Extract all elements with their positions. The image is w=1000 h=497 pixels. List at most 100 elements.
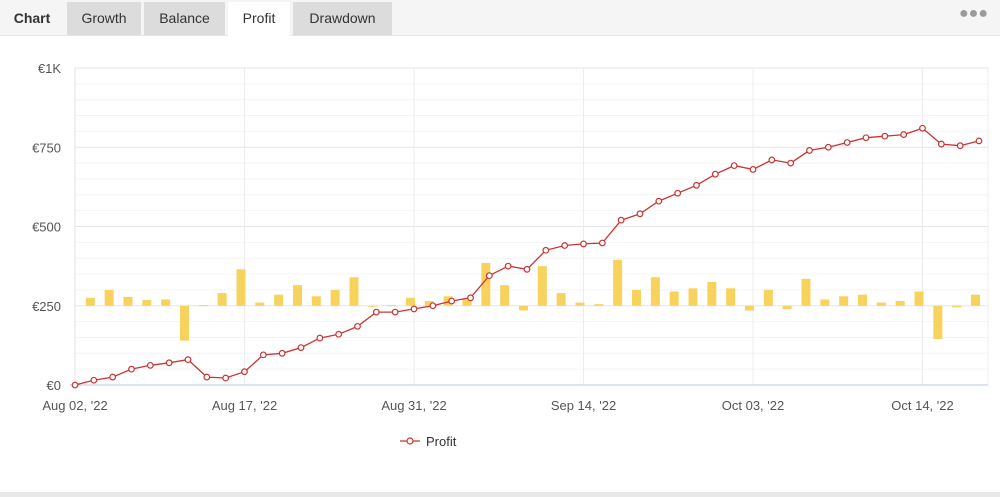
- tab-growth[interactable]: Growth: [67, 2, 141, 35]
- profit-point: [504, 262, 512, 270]
- bar-mark: [519, 305, 528, 311]
- profit-point: [862, 134, 870, 142]
- profit-point: [824, 143, 832, 151]
- profit-point: [316, 334, 324, 342]
- chart-title-tab: Chart: [13, 10, 51, 26]
- profit-point: [580, 240, 587, 248]
- bar-mark: [801, 278, 811, 306]
- label-layer: €0 €250 €500 €750 €1K Aug 02, '22 Aug 17, '22 A…: [32, 61, 954, 413]
- profit-chart: €0 €250 €500 €750 €1K Aug 02, '22 Aug 17, '22 A…: [32, 61, 989, 449]
- profit-point: [128, 365, 135, 373]
- profit-point: [429, 302, 437, 310]
- profit-point: [203, 373, 211, 381]
- bar-mark: [180, 305, 189, 341]
- tab-bar: Chart Growth Balance Profit Drawdown ●●●: [0, 0, 1000, 37]
- profit-point: [391, 308, 399, 316]
- profit-point: [975, 137, 983, 145]
- bar-mark: [876, 302, 886, 306]
- profit-point: [956, 142, 964, 150]
- profit-point: [674, 189, 682, 197]
- profit-point: [937, 140, 945, 148]
- bar-mark: [274, 294, 284, 306]
- bar-mark: [406, 297, 415, 306]
- tab-balance[interactable]: Balance: [144, 2, 225, 35]
- profit-point: [542, 246, 550, 254]
- bar-mark: [688, 288, 698, 306]
- profit-point: [71, 381, 79, 389]
- bar-mark: [895, 300, 905, 306]
- bar-mark: [142, 300, 152, 306]
- x-tick-label: Aug 31, '22: [381, 398, 446, 413]
- bar-mark: [933, 305, 943, 340]
- bar-mark: [613, 259, 623, 306]
- profit-point: [335, 330, 343, 338]
- bar-mark: [85, 297, 95, 306]
- tab-drawdown[interactable]: Drawdown: [293, 2, 392, 35]
- profit-point: [109, 373, 117, 381]
- y-tick-label: €500: [32, 220, 61, 235]
- bar-mark: [782, 305, 792, 309]
- profit-point: [693, 181, 700, 189]
- bar-mark: [198, 305, 208, 307]
- profit-point: [259, 351, 267, 359]
- profit-point: [90, 376, 98, 384]
- profit-point: [523, 265, 531, 273]
- bar-mark: [820, 299, 830, 306]
- profit-point: [730, 162, 738, 170]
- x-tick-label: Oct 14, '22: [891, 398, 953, 413]
- more-dots-icon[interactable]: ●●●: [959, 5, 988, 22]
- y-tick-label: €750: [32, 140, 61, 155]
- profit-point: [372, 308, 380, 316]
- bar-mark: [368, 305, 378, 307]
- profit-point: [617, 216, 625, 224]
- profit-point: [297, 344, 305, 351]
- profit-point: [900, 131, 908, 138]
- bar-mark: [669, 291, 679, 306]
- y-tick-label: €0: [47, 378, 61, 393]
- bar-mark: [123, 296, 133, 306]
- bar-mark: [481, 262, 491, 306]
- bar-layer: [85, 259, 980, 341]
- grid-layer: [70, 67, 989, 386]
- bar-mark: [632, 289, 641, 306]
- profit-point: [655, 197, 663, 205]
- bar-mark: [255, 302, 265, 306]
- bar-mark: [594, 304, 604, 306]
- bar-mark: [217, 293, 227, 306]
- profit-series-line: [74, 127, 980, 386]
- y-tick-label: €1K: [38, 61, 61, 76]
- tab-profit[interactable]: Profit: [228, 2, 290, 37]
- bar-mark: [161, 299, 171, 306]
- profit-point: [448, 297, 456, 305]
- x-tick-label: Sep 14, '22: [551, 398, 616, 413]
- profit-point: [843, 139, 851, 146]
- bar-mark: [424, 300, 434, 306]
- bar-mark: [726, 288, 736, 306]
- legend[interactable]: Profit: [400, 434, 457, 449]
- x-tick-label: Aug 17, '22: [212, 398, 277, 413]
- bar-mark: [763, 289, 773, 306]
- profit-point: [598, 239, 606, 247]
- bar-mark: [443, 296, 453, 306]
- profit-point: [711, 170, 719, 178]
- bar-mark: [104, 289, 114, 306]
- profit-point: [806, 147, 813, 154]
- bar-mark: [707, 281, 717, 306]
- x-tick-label: Oct 03, '22: [722, 398, 784, 413]
- bar-mark: [293, 285, 302, 306]
- bar-mark: [745, 305, 754, 311]
- profit-point: [787, 159, 795, 167]
- bar-mark: [311, 296, 321, 306]
- profit-point: [561, 242, 569, 249]
- line-layer: [71, 124, 983, 389]
- bar-mark: [952, 305, 962, 308]
- profit-point: [768, 156, 776, 164]
- legend-label: Profit: [426, 434, 457, 449]
- bar-mark: [556, 293, 566, 306]
- bar-mark: [500, 285, 510, 306]
- profit-point: [881, 132, 889, 140]
- bar-mark: [971, 294, 980, 306]
- profit-point: [146, 361, 154, 369]
- panel-bottom-border: [0, 492, 1000, 497]
- profit-point: [636, 210, 644, 218]
